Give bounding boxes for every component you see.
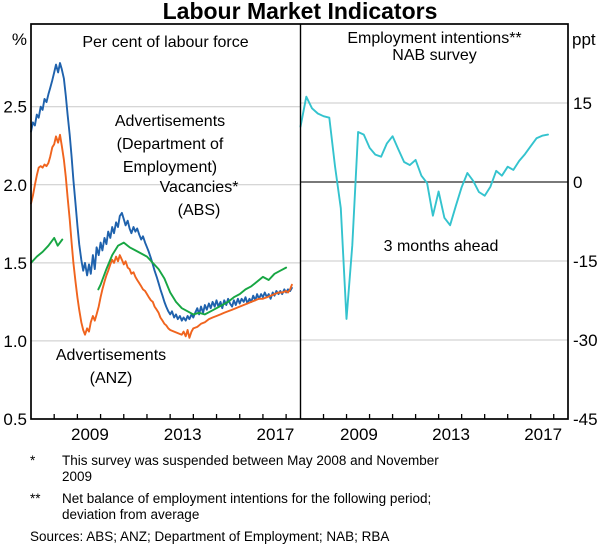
x-tick-label: 2017 bbox=[257, 425, 295, 444]
y-tick-label: -45 bbox=[573, 410, 598, 429]
series-label-3-months-ahead: 3 months ahead bbox=[383, 238, 499, 255]
y-tick-label: 0.5 bbox=[3, 410, 27, 429]
sources-line: Sources: ABS; ANZ; Department of Employm… bbox=[30, 529, 390, 544]
x-tick-label: 2013 bbox=[432, 425, 470, 444]
footnote-1-marker: * bbox=[30, 453, 36, 468]
footnote-1: * This survey was suspended between May … bbox=[30, 453, 575, 485]
y-tick-label: 1.5 bbox=[3, 254, 27, 273]
y-tick-label: 1.0 bbox=[3, 332, 27, 351]
y-tick-label: 2.5 bbox=[3, 98, 27, 117]
series-line-vacancies-abs- bbox=[30, 236, 64, 264]
footnotes-block: * This survey was suspended between May … bbox=[30, 453, 575, 545]
right-panel-header-line2: NAB survey bbox=[392, 47, 477, 64]
footnote-2-text: Net balance of employment intentions for… bbox=[62, 491, 432, 522]
chart-title: Labour Market Indicators bbox=[162, 0, 438, 24]
y-tick-label: 15 bbox=[573, 94, 592, 113]
footnote-1-text: This survey was suspended between May 20… bbox=[62, 453, 439, 484]
x-tick-label: 2017 bbox=[524, 425, 562, 444]
series-label-advertisements-doe: Advertisements (Department of Employment… bbox=[114, 113, 226, 176]
right-panel-header-line1: Employment intentions** bbox=[347, 30, 522, 47]
axis-unit-label: % bbox=[12, 30, 27, 49]
x-tick-label: 2013 bbox=[164, 425, 202, 444]
y-tick-label: 2.0 bbox=[3, 176, 27, 195]
series-line-employment-intentions-3-months-ahead bbox=[299, 95, 549, 320]
x-tick-label: 2009 bbox=[71, 425, 109, 444]
right-panel-header: Employment intentions** NAB survey bbox=[301, 30, 568, 64]
y-tick-label: -15 bbox=[573, 252, 598, 271]
footnote-2-marker: ** bbox=[30, 491, 41, 506]
series-label-vacancies-abs: Vacancies* (ABS) bbox=[159, 179, 239, 219]
axis-unit-label: ppt bbox=[572, 30, 596, 49]
series-label-advertisements-anz: Advertisements (ANZ) bbox=[55, 347, 167, 387]
left-panel-header: Per cent of labour force bbox=[82, 34, 249, 51]
y-tick-label: 0 bbox=[573, 173, 582, 192]
y-tick-label: -30 bbox=[573, 331, 598, 350]
series-line-advertisements-anz- bbox=[30, 133, 293, 339]
series-line-vacancies-abs- bbox=[97, 241, 288, 316]
footnote-2: ** Net balance of employment intentions … bbox=[30, 491, 575, 523]
x-tick-label: 2009 bbox=[340, 425, 378, 444]
plot-frame bbox=[30, 23, 569, 420]
series-line-advertisements-department-of-employment- bbox=[30, 62, 293, 322]
